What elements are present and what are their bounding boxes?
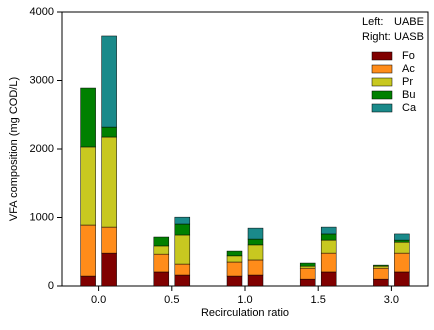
group-name: UASB [394,31,424,43]
bar-segment [174,234,191,265]
bar-segment [320,271,337,287]
bar-segment [80,146,96,226]
legend-label: Ca [402,102,417,114]
x-tick-label: 1.0 [237,294,252,306]
legend-label: Ac [402,63,415,75]
bar-segment [320,239,337,254]
bar-segment [174,223,191,236]
bar-segment [320,252,337,273]
bar-segment [320,226,337,235]
bar-segment [394,271,410,287]
bar-segment [80,87,96,148]
y-tick-label: 1000 [30,211,54,223]
bar-segment [101,136,117,228]
bar-segment [299,278,316,287]
bar-segment [373,278,389,287]
bar-segment [226,250,243,257]
y-axis-title: VFA composition (mg COD/L) [8,77,20,221]
x-axis-title: Recirculation ratio [201,307,289,319]
legend-label: Fo [402,50,415,62]
bar-segment [153,253,170,273]
bar-segment [153,236,170,247]
bar-segment [226,261,243,277]
y-tick-label: 3000 [30,74,54,86]
bar-segment [299,262,316,267]
bar-segment [101,126,117,138]
bar-segment [299,267,316,280]
bar-segment [373,267,389,280]
group-name: UABE [394,16,424,28]
x-tick-label: 0.0 [91,294,106,306]
y-tick-label: 2000 [30,143,54,155]
bar-segment [373,265,389,269]
bar-segment [394,241,410,254]
x-tick-label: 1.5 [311,294,326,306]
bar-segment [174,216,191,225]
bar-segment [101,252,117,287]
bar-segment [247,244,264,261]
bar-segment [174,263,191,276]
legend-swatch [371,103,393,113]
bar-segment [320,233,337,241]
bar-segment [101,226,117,254]
y-tick-label: 0 [48,280,54,292]
bar-segment [247,259,264,276]
bar-segment [153,271,170,287]
legend-swatch [371,90,393,100]
bar-segment [226,275,243,287]
bar-segment [247,238,264,246]
legend-swatch [371,64,393,74]
bar-segment [394,239,410,243]
bar-segment [226,255,243,263]
bar-segment [299,265,316,269]
bar-segment [80,224,96,277]
bar-segment [394,252,410,273]
y-tick-label: 4000 [30,6,54,18]
bar-segment [174,274,191,287]
group-position: Right: [362,31,391,43]
x-tick-label: 3.0 [384,294,399,306]
bar-segment [247,227,264,240]
bar-segment [373,264,389,267]
bar-segment [247,274,264,287]
legend-swatch [371,51,393,61]
bar-segment [80,275,96,287]
group-position: Left: [362,16,383,28]
legend-label: Pr [402,76,413,88]
x-tick-label: 0.5 [164,294,179,306]
bar-segment [153,245,170,255]
legend-swatch [371,77,393,87]
legend-label: Bu [402,89,415,101]
bar-segment [394,233,410,241]
bar-segment [101,35,117,128]
